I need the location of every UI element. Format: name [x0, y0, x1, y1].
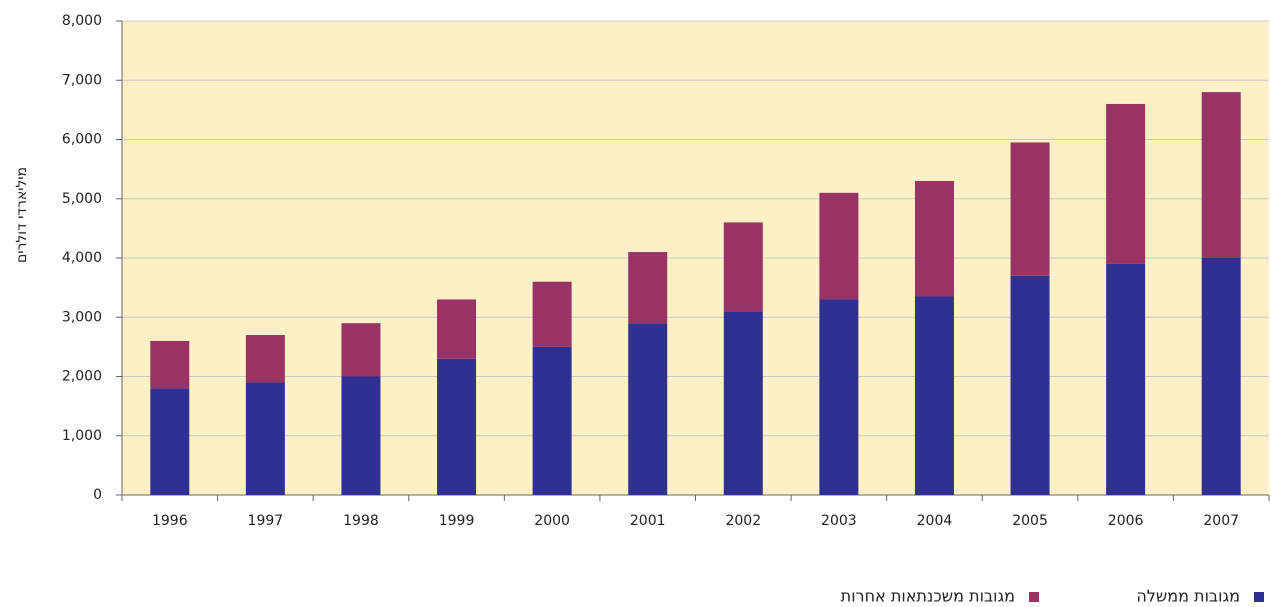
- bar-segment: [819, 299, 859, 495]
- bar-segment: [341, 323, 381, 377]
- bar-segment: [245, 335, 285, 383]
- x-tick-label: 2005: [1012, 513, 1048, 529]
- y-tick-label: 4,000: [62, 250, 102, 266]
- legend-swatch: [1254, 592, 1264, 602]
- bar-segment: [628, 323, 668, 495]
- bar-segment: [723, 222, 763, 312]
- bar-segment: [914, 296, 954, 495]
- y-tick-label: 8,000: [62, 13, 102, 29]
- bar-segment: [1010, 275, 1050, 495]
- x-tick-label: 2001: [630, 513, 666, 529]
- bar-segment: [628, 252, 668, 324]
- y-tick-label: 7,000: [62, 72, 102, 88]
- y-tick-label: 0: [93, 487, 102, 503]
- y-tick-label: 2,000: [62, 369, 102, 385]
- bar-segment: [532, 281, 572, 347]
- legend-label: מגובות ממשלה: [1136, 587, 1240, 606]
- bar-segment: [341, 376, 381, 495]
- bar-segment: [532, 346, 572, 495]
- x-tick-label: 1996: [152, 513, 188, 529]
- x-tick-label: 2007: [1203, 513, 1239, 529]
- bar-segment: [914, 180, 954, 297]
- bar-segment: [150, 340, 190, 389]
- y-tick-label: 3,000: [62, 309, 102, 325]
- x-tick-label: 2003: [821, 513, 857, 529]
- y-tick-label: 5,000: [62, 191, 102, 207]
- x-tick-label: 2004: [917, 513, 953, 529]
- x-tick-label: 1997: [248, 513, 284, 529]
- bar-segment: [245, 382, 285, 495]
- x-tick-label: 2006: [1108, 513, 1144, 529]
- bar-segment: [150, 388, 190, 495]
- x-tick-label: 1998: [343, 513, 379, 529]
- bar-segment: [723, 311, 763, 495]
- bar-segment: [1106, 263, 1146, 495]
- y-axis-label: מיליארדי דולרים: [14, 167, 30, 263]
- bar-segment: [1201, 92, 1241, 258]
- bar-segment: [1201, 258, 1241, 495]
- y-tick-label: 1,000: [62, 428, 102, 444]
- bar-segment: [1106, 103, 1146, 264]
- x-tick-label: 2000: [534, 513, 570, 529]
- y-tick-label: 6,000: [62, 132, 102, 148]
- bar-segment: [437, 299, 477, 359]
- bar-segment: [1010, 142, 1050, 276]
- legend-swatch: [1029, 592, 1039, 602]
- bar-segment: [437, 358, 477, 495]
- x-tick-label: 1999: [439, 513, 475, 529]
- bar-segment: [819, 192, 859, 300]
- legend-label: מגובות משכנתאות אחרות: [841, 587, 1015, 606]
- x-tick-label: 2002: [725, 513, 761, 529]
